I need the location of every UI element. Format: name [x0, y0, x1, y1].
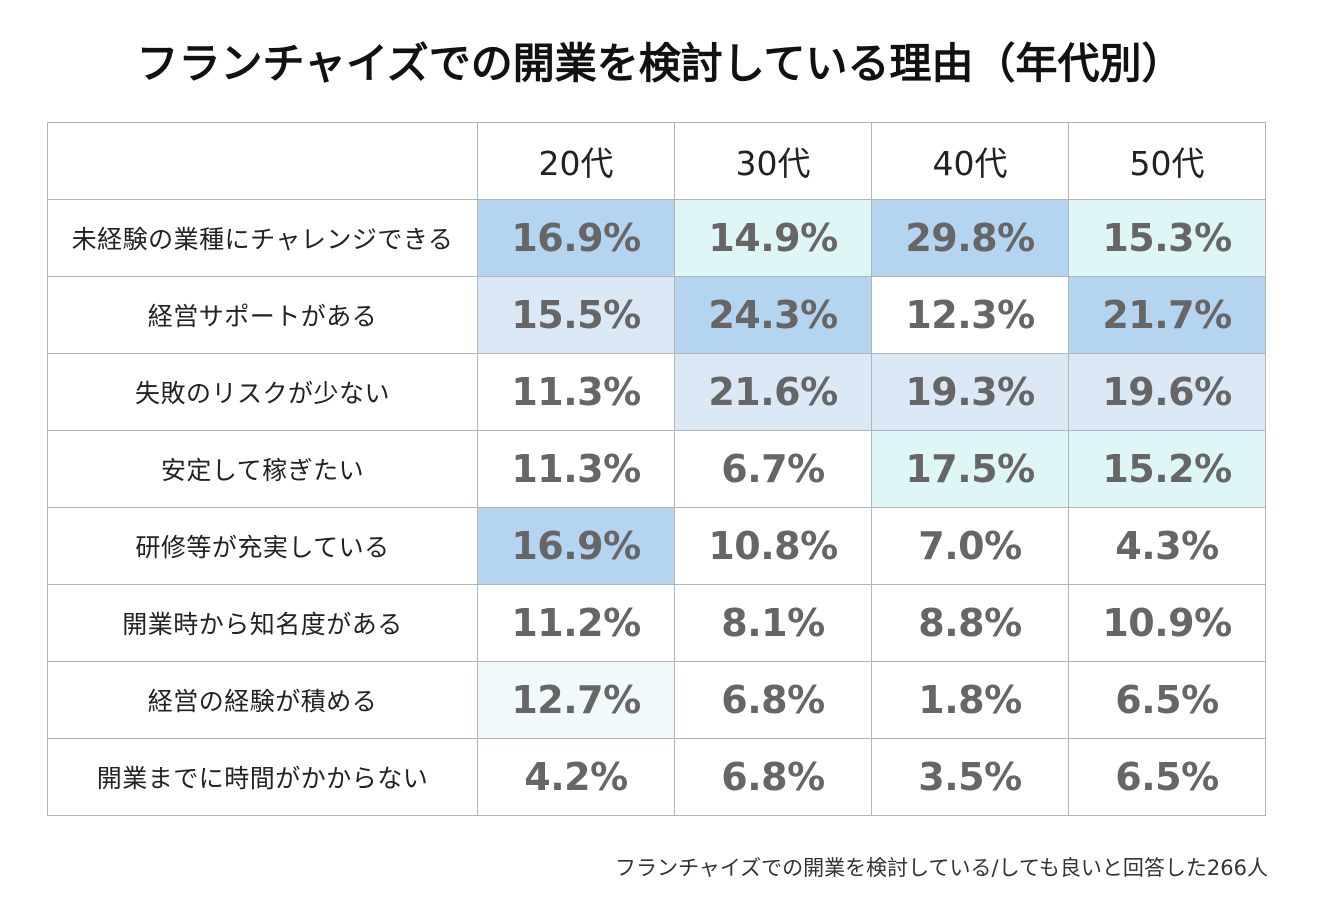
- table-row: 開業時から知名度がある 11.2% 8.1% 8.8% 10.9%: [47, 584, 1266, 662]
- column-header: 40代: [871, 122, 1069, 200]
- value-cell: 6.5%: [1068, 738, 1266, 816]
- value-cell: 19.6%: [1068, 353, 1266, 431]
- value-cell: 19.3%: [871, 353, 1069, 431]
- value-cell: 24.3%: [674, 276, 872, 354]
- value-cell: 4.2%: [477, 738, 675, 816]
- table-row: 安定して稼ぎたい 11.3% 6.7% 17.5% 15.2%: [47, 430, 1266, 508]
- value-cell: 7.0%: [871, 507, 1069, 585]
- value-cell: 15.5%: [477, 276, 675, 354]
- data-table: 20代 30代 40代 50代 未経験の業種にチャレンジできる 16.9% 14.9…: [47, 122, 1266, 816]
- value-cell: 4.3%: [1068, 507, 1266, 585]
- value-cell: 21.7%: [1068, 276, 1266, 354]
- value-cell: 8.8%: [871, 584, 1069, 662]
- row-label: 安定して稼ぎたい: [47, 430, 478, 508]
- value-cell: 11.3%: [477, 353, 675, 431]
- row-label: 経営サポートがある: [47, 276, 478, 354]
- table-body: 未経験の業種にチャレンジできる 16.9% 14.9% 29.8% 15.3% 経営サポー…: [47, 199, 1266, 816]
- value-cell: 8.1%: [674, 584, 872, 662]
- column-header: 30代: [674, 122, 872, 200]
- value-cell: 14.9%: [674, 199, 872, 277]
- row-label: 経営の経験が積める: [47, 661, 478, 739]
- value-cell: 12.3%: [871, 276, 1069, 354]
- value-cell: 6.7%: [674, 430, 872, 508]
- row-label: 失敗のリスクが少ない: [47, 353, 478, 431]
- row-label: 未経験の業種にチャレンジできる: [47, 199, 478, 277]
- table-row: 未経験の業種にチャレンジできる 16.9% 14.9% 29.8% 15.3%: [47, 199, 1266, 277]
- table-row: 失敗のリスクが少ない 11.3% 21.6% 19.3% 19.6%: [47, 353, 1266, 431]
- chart-title: フランチャイズでの開業を検討している理由（年代別）: [136, 39, 1184, 88]
- value-cell: 15.2%: [1068, 430, 1266, 508]
- row-label: 研修等が充実している: [47, 507, 478, 585]
- value-cell: 16.9%: [477, 199, 675, 277]
- row-label: 開業時から知名度がある: [47, 584, 478, 662]
- value-cell: 21.6%: [674, 353, 872, 431]
- corner-cell: [47, 122, 478, 200]
- value-cell: 10.9%: [1068, 584, 1266, 662]
- value-cell: 6.5%: [1068, 661, 1266, 739]
- value-cell: 15.3%: [1068, 199, 1266, 277]
- column-header: 50代: [1068, 122, 1266, 200]
- value-cell: 12.7%: [477, 661, 675, 739]
- value-cell: 16.9%: [477, 507, 675, 585]
- footnote: フランチャイズでの開業を検討している/しても良いと回答した266人: [614, 856, 1268, 880]
- header-row: 20代 30代 40代 50代: [47, 122, 1266, 200]
- value-cell: 11.3%: [477, 430, 675, 508]
- value-cell: 10.8%: [674, 507, 872, 585]
- table-row: 経営の経験が積める 12.7% 6.8% 1.8% 6.5%: [47, 661, 1266, 739]
- value-cell: 6.8%: [674, 661, 872, 739]
- table-row: 開業までに時間がかからない 4.2% 6.8% 3.5% 6.5%: [47, 738, 1266, 816]
- column-header: 20代: [477, 122, 675, 200]
- value-cell: 3.5%: [871, 738, 1069, 816]
- table-row: 経営サポートがある 15.5% 24.3% 12.3% 21.7%: [47, 276, 1266, 354]
- value-cell: 17.5%: [871, 430, 1069, 508]
- value-cell: 29.8%: [871, 199, 1069, 277]
- value-cell: 1.8%: [871, 661, 1069, 739]
- value-cell: 6.8%: [674, 738, 872, 816]
- value-cell: 11.2%: [477, 584, 675, 662]
- row-label: 開業までに時間がかからない: [47, 738, 478, 816]
- table-row: 研修等が充実している 16.9% 10.8% 7.0% 4.3%: [47, 507, 1266, 585]
